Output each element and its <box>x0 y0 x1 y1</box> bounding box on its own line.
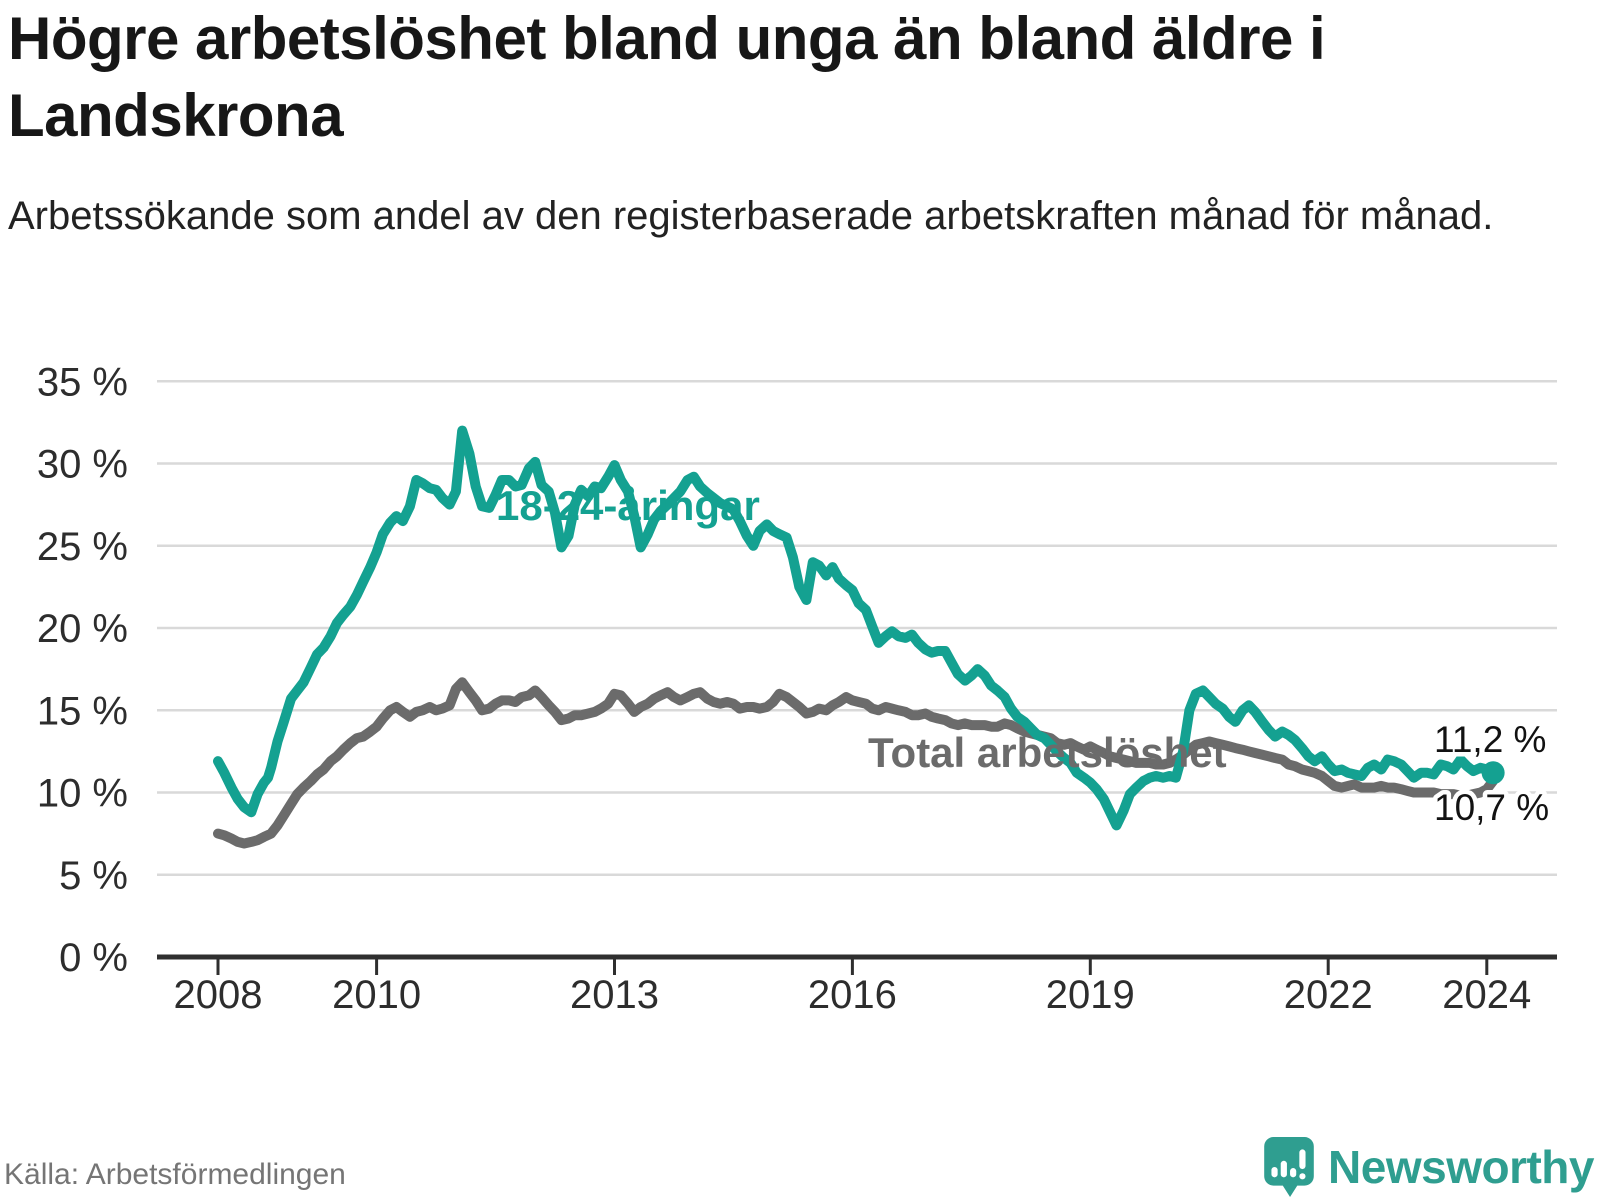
newsworthy-wordmark: Newsworthy <box>1328 1141 1594 1193</box>
series-line-youth <box>213 425 1499 831</box>
y-tick-label-30: 30 % <box>37 443 128 487</box>
y-tick-label-15: 15 % <box>37 689 128 733</box>
series-label-total: Total arbetslöshet <box>868 729 1227 776</box>
newsworthy-pin-icon <box>1264 1137 1314 1197</box>
end-value-youth: 11,2 % <box>1434 719 1546 760</box>
y-tick-label-25: 25 % <box>37 525 128 569</box>
x-tick-label-2019: 2019 <box>1046 973 1135 1017</box>
chart-subtitle: Arbetssökande som andel av den registerb… <box>8 194 1494 238</box>
chart-annotations: 18-24-åringar Total arbetslöshet 11,2 % … <box>496 482 1554 833</box>
source-note: Källa: Arbetsförmedlingen <box>4 1158 346 1191</box>
y-tick-label-0: 0 % <box>59 936 128 980</box>
end-value-total: 10,7 % <box>1434 787 1549 828</box>
newsworthy-logo: Newsworthy <box>1263 1136 1594 1198</box>
x-tick-label-2016: 2016 <box>808 973 897 1017</box>
y-tick-label-20: 20 % <box>37 607 128 651</box>
latest-point-dot <box>1481 761 1505 785</box>
x-tick-label-2008: 2008 <box>174 973 263 1017</box>
y-tick-label-35: 35 % <box>37 360 128 404</box>
y-tick-label-5: 5 % <box>59 854 128 898</box>
x-tick-label-2022: 2022 <box>1284 973 1373 1017</box>
x-tick-label-2010: 2010 <box>332 973 421 1017</box>
x-tick-label-2013: 2013 <box>570 973 659 1017</box>
series-label-youth: 18-24-åringar <box>496 482 760 529</box>
x-tick-label-2024: 2024 <box>1442 973 1531 1017</box>
y-tick-label-10: 10 % <box>37 772 128 816</box>
chart-generated-layer: 0 % 5 % 10 % 15 % 20 % 25 % 30 % 35 % 2008 2010 20… <box>37 360 1557 1017</box>
page-title: Högre arbetslöshet bland unga än bland ä… <box>8 5 1326 149</box>
series-line-total <box>213 677 1499 849</box>
